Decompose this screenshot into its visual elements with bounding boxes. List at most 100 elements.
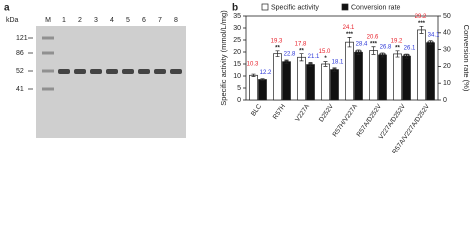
error-bar: [356, 49, 361, 55]
lane-label: 5: [126, 17, 130, 24]
lane-label: 2: [78, 17, 82, 24]
value-label: 12.2: [260, 70, 272, 76]
y2-tick-label: 0: [443, 97, 447, 104]
bar: [273, 53, 282, 101]
bar: [378, 54, 387, 101]
bar: [402, 55, 411, 101]
y-tick-label: 30: [233, 25, 241, 32]
x-tick-label: D252V: [318, 103, 336, 124]
y-tick-label: 5: [237, 85, 241, 92]
protein-band: [74, 69, 86, 74]
protein-band: [90, 69, 102, 74]
error-bar: [419, 25, 424, 34]
value-label: 34.1: [428, 32, 440, 38]
protein-band: [58, 69, 70, 74]
bar: [345, 41, 354, 101]
significance: **: [332, 68, 337, 74]
bar: [297, 56, 306, 101]
significance: ***: [418, 21, 426, 27]
unit-label: kDa: [6, 17, 19, 24]
y2-tick-label: 20: [443, 63, 451, 70]
error-bar: [380, 52, 385, 58]
marker-label: 41: [16, 86, 24, 93]
lane-label: 6: [142, 17, 146, 24]
panel-label: a: [4, 3, 10, 14]
significance: *: [324, 56, 327, 62]
legend-label: Conversion rate: [351, 4, 401, 11]
error-bar: [299, 53, 304, 62]
error-bar: [284, 59, 289, 64]
bar: [282, 61, 291, 101]
lane-label: 3: [94, 17, 98, 24]
y2-tick-label: 10: [443, 80, 451, 87]
panel-label: b: [232, 3, 238, 14]
value-label: 26.8: [380, 45, 392, 51]
marker-band: [42, 87, 54, 91]
gel: [36, 26, 186, 138]
y-tick-label: 25: [233, 37, 241, 44]
figure: a kDa b M 1 2 3 4 5 6 7 8 121 86 52 41 0 5 10 15 20 25 30 35…: [4, 3, 471, 153]
value-label: 19.3: [271, 38, 283, 44]
value-label: 18.1: [332, 59, 344, 65]
significance: ***: [403, 55, 411, 61]
error-bar: [308, 62, 313, 67]
marker-label: 52: [16, 68, 24, 75]
bar: [306, 64, 315, 101]
significance: **: [395, 45, 400, 51]
y2-tick-label: 40: [443, 30, 451, 37]
significance: **: [308, 63, 313, 69]
value-label: 21.1: [308, 54, 320, 60]
value-label: 28.4: [356, 42, 368, 48]
significance: ***: [370, 41, 378, 47]
error-bar: [260, 78, 265, 81]
value-label: 10.3: [247, 62, 259, 68]
significance: ***: [355, 51, 363, 57]
bar: [369, 50, 378, 101]
plot-frame: [245, 15, 439, 101]
marker-label: 121: [16, 35, 28, 42]
error-bar: [371, 46, 376, 55]
y2-tick-label: 30: [443, 46, 451, 53]
protein-band: [154, 69, 166, 74]
error-bar: [323, 61, 328, 67]
significance: ***: [379, 54, 387, 60]
y-tick-label: 15: [233, 61, 241, 68]
value-label: 20.6: [367, 34, 379, 40]
y2-tick-label: 50: [443, 13, 451, 20]
lane-label: 4: [110, 17, 114, 24]
error-bar: [347, 37, 352, 48]
x-tick-label: R57A/D252V: [356, 103, 384, 139]
value-label: 29.2: [415, 14, 427, 20]
legend-swatch: [341, 3, 349, 11]
x-tick-label: R57H/V227A: [332, 103, 360, 139]
significance: **: [299, 48, 304, 54]
bar: [249, 74, 258, 101]
bar: [417, 29, 426, 101]
error-bar: [332, 67, 337, 72]
protein-band: [138, 69, 150, 74]
marker-label: 86: [16, 50, 24, 57]
significance: ***: [346, 32, 354, 38]
value-label: 22.8: [284, 52, 296, 58]
y2-axis-title: Conversion rate (%): [462, 25, 471, 92]
legend-label: Specific activity: [271, 4, 319, 11]
protein-band: [122, 69, 134, 74]
marker-band: [42, 69, 54, 73]
significance: **: [284, 61, 289, 67]
x-tick-label: R57H: [272, 103, 287, 121]
y-tick-label: 20: [233, 49, 241, 56]
value-label: 26.1: [404, 46, 416, 52]
lane-label: 1: [62, 17, 66, 24]
value-label: 15.0: [319, 49, 331, 55]
bar: [354, 51, 363, 101]
significance: **: [275, 45, 280, 51]
x-tick-label: BLC: [250, 103, 263, 118]
bar: [426, 42, 435, 101]
value-label: 19.2: [391, 38, 403, 44]
legend-swatch: [261, 3, 269, 11]
error-bar: [428, 40, 433, 46]
bar: [321, 63, 330, 101]
lane-label: 8: [174, 17, 178, 24]
y-tick-label: 35: [233, 13, 241, 20]
marker-band: [42, 36, 54, 40]
